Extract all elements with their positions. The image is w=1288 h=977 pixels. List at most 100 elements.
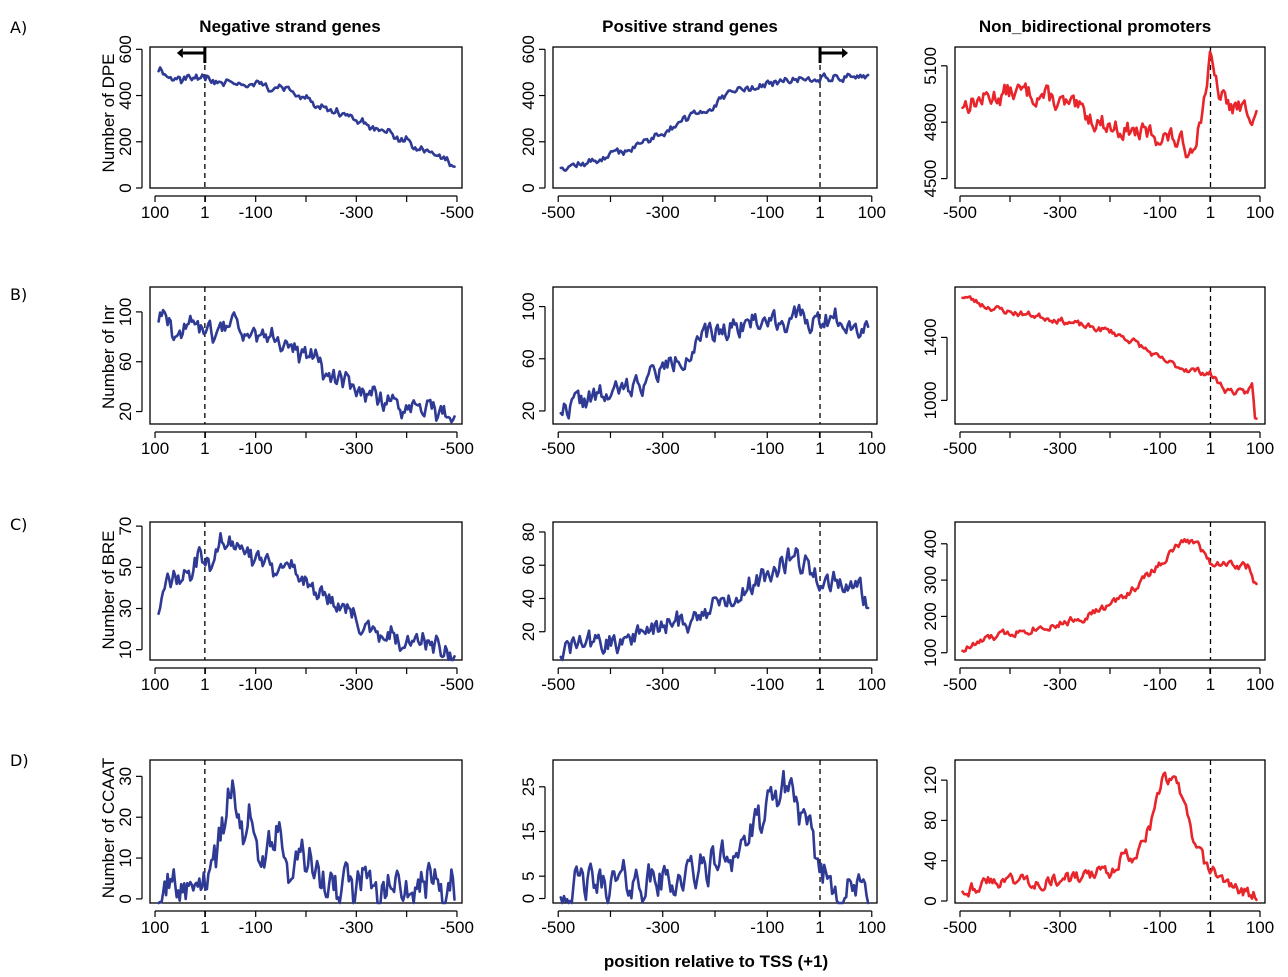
x-tick-label: 100 <box>141 918 169 937</box>
x-tick-label: -100 <box>239 918 273 937</box>
y-tick-label: 100 <box>921 639 940 667</box>
chart-panel-D-nb: -500 -300 -100 1 100 0 40 80 120 <box>921 759 1274 937</box>
y-tick-label: 0 <box>519 183 538 192</box>
y-tick-label: 80 <box>519 523 538 542</box>
x-tick-label: -100 <box>1143 918 1177 937</box>
x-tick-label: -500 <box>541 675 575 694</box>
y-tick-label: 0 <box>519 894 538 903</box>
plot-frame <box>552 521 878 661</box>
plot-frame <box>149 759 463 904</box>
x-tick-label: 100 <box>858 203 886 222</box>
y-tick-label: 100 <box>116 298 135 326</box>
y-tick-label: 4500 <box>921 160 940 198</box>
x-tick-label: -100 <box>1143 439 1177 458</box>
y-tick-label: 10 <box>116 640 135 659</box>
column-titles: Negative strand genes Positive strand ge… <box>199 17 1211 36</box>
x-tick-label: 100 <box>858 439 886 458</box>
chart-panel-B-neg: 100 1 -100 -300 -500 20 60 100 <box>116 286 474 458</box>
x-tick-label: -100 <box>750 439 784 458</box>
x-tick-label: 100 <box>1246 675 1274 694</box>
chart-panel-C-nb: -500 -300 -100 1 100 100 200 300 400 <box>921 521 1274 694</box>
x-tick-label: 100 <box>1246 203 1274 222</box>
x-tick-label: 1 <box>1206 203 1215 222</box>
x-tick-label: -500 <box>943 439 977 458</box>
y-tick-label: 20 <box>519 401 538 420</box>
x-tick-label: 1 <box>200 439 209 458</box>
y-tick-label: 200 <box>519 128 538 156</box>
x-tick-label: -300 <box>1043 203 1077 222</box>
x-tick-label: 1 <box>200 675 209 694</box>
x-tick-label: -300 <box>339 439 373 458</box>
y-axis-label-bre: Number of BRE <box>99 530 118 649</box>
x-tick-label: -500 <box>943 203 977 222</box>
row-y-axis-labels: Number of DPE Number of Inr Number of BR… <box>99 53 118 898</box>
x-tick-label: -500 <box>440 203 474 222</box>
chart-panel-B-pos: -500 -300 -100 1 100 20 60 100 <box>519 286 886 458</box>
x-tick-label: 1 <box>815 918 824 937</box>
y-tick-label: 30 <box>116 599 135 618</box>
column-title-positive-strand: Positive strand genes <box>602 17 778 36</box>
series-line <box>961 295 1258 420</box>
series-line <box>559 303 870 420</box>
x-tick-label: 1 <box>1206 439 1215 458</box>
y-tick-label: 0 <box>116 183 135 192</box>
x-tick-label: -500 <box>541 918 575 937</box>
y-tick-label: 40 <box>519 589 538 608</box>
y-tick-label: 50 <box>116 558 135 577</box>
y-axis-label-dpe: Number of DPE <box>99 53 118 172</box>
x-tick-label: -300 <box>646 675 680 694</box>
x-tick-label: -300 <box>1043 675 1077 694</box>
x-tick-label: 100 <box>141 675 169 694</box>
chart-panel-D-neg: 100 1 -100 -300 -500 0 10 20 30 <box>116 759 474 937</box>
y-tick-label: 4800 <box>921 103 940 141</box>
plot-frame <box>954 286 1266 425</box>
x-tick-label: -100 <box>239 203 273 222</box>
y-tick-label: 100 <box>519 292 538 320</box>
x-tick-label: -500 <box>440 918 474 937</box>
x-tick-label: -500 <box>943 675 977 694</box>
series-line <box>961 50 1258 159</box>
x-tick-label: -100 <box>750 918 784 937</box>
y-tick-label: 40 <box>921 851 940 870</box>
y-tick-label: 5 <box>519 871 538 880</box>
x-tick-label: -100 <box>750 203 784 222</box>
row-labels: A) B) C) D) <box>10 18 29 770</box>
x-tick-label: -300 <box>646 918 680 937</box>
x-tick-label: -100 <box>239 675 273 694</box>
x-tick-label: -300 <box>1043 918 1077 937</box>
y-tick-label: 20 <box>116 402 135 421</box>
x-tick-label: 100 <box>858 675 886 694</box>
y-tick-label: 400 <box>116 81 135 109</box>
x-tick-label: -100 <box>1143 675 1177 694</box>
plot-frame <box>149 46 463 189</box>
plot-frame <box>954 759 1266 904</box>
y-tick-label: 1000 <box>921 381 940 419</box>
y-tick-label: 600 <box>116 35 135 63</box>
x-tick-label: -100 <box>1143 203 1177 222</box>
x-tick-label: -100 <box>750 675 784 694</box>
series-line <box>961 537 1258 653</box>
x-tick-label: -300 <box>339 203 373 222</box>
y-tick-label: 20 <box>116 808 135 827</box>
y-tick-label: 15 <box>519 822 538 841</box>
x-axis-label: position relative to TSS (+1) <box>604 952 828 971</box>
plot-frame <box>954 521 1266 661</box>
y-tick-label: 10 <box>116 849 135 868</box>
column-title-non-bidirectional: Non_bidirectional promoters <box>979 17 1211 36</box>
x-tick-label: 1 <box>200 203 209 222</box>
y-tick-label: 5100 <box>921 47 940 85</box>
tss-arrow-head <box>176 48 183 58</box>
series-line <box>559 769 870 905</box>
plot-frame <box>149 286 463 425</box>
x-tick-label: -100 <box>239 439 273 458</box>
tss-arrow-head <box>842 48 849 58</box>
x-tick-label: 1 <box>1206 675 1215 694</box>
x-tick-label: -500 <box>541 203 575 222</box>
row-label-b: B) <box>10 285 27 304</box>
y-tick-label: 60 <box>519 349 538 368</box>
x-tick-label: -500 <box>440 439 474 458</box>
y-tick-label: 1400 <box>921 318 940 356</box>
series-line <box>559 547 870 662</box>
x-tick-label: -300 <box>339 675 373 694</box>
